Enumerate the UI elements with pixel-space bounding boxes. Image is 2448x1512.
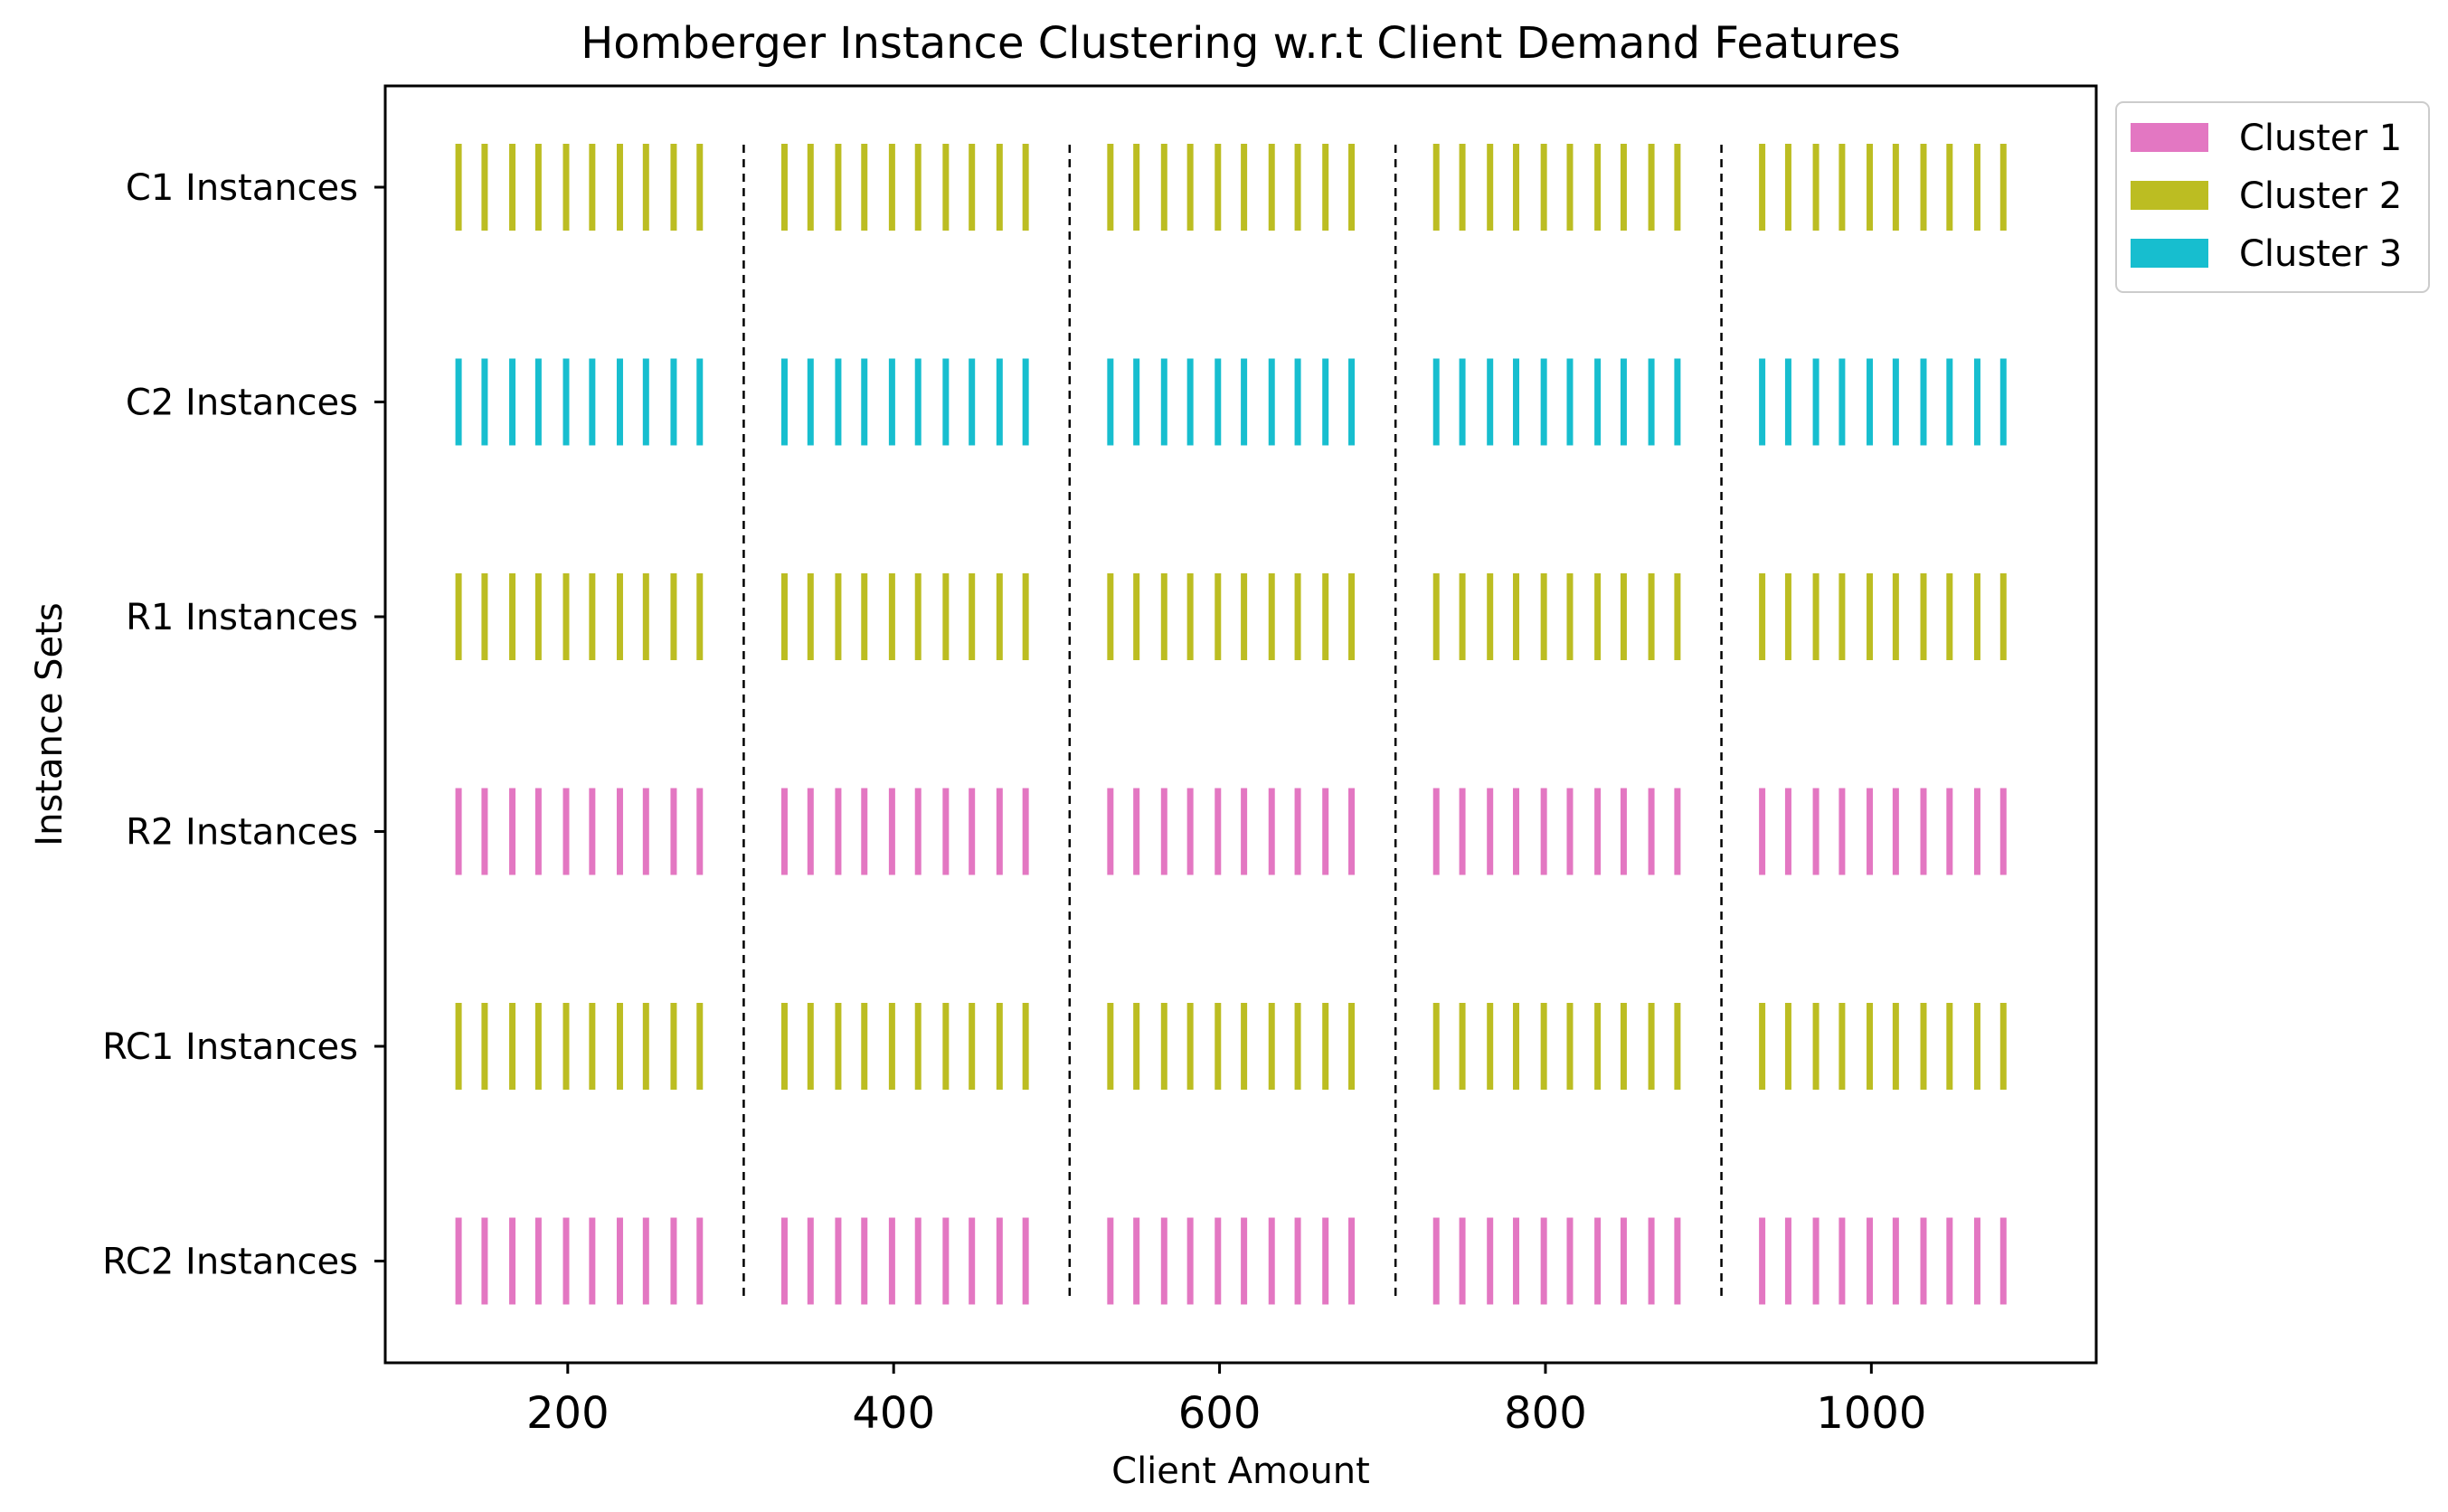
x-tick-label: 600 (1178, 1388, 1262, 1439)
legend-entry-label: Cluster 1 (2239, 118, 2402, 159)
x-tick-label: 800 (1504, 1388, 1587, 1439)
y-tick-label: C1 Instances (126, 167, 358, 209)
plot-area-frame (383, 84, 2098, 1365)
legend-swatch (2131, 239, 2208, 268)
chart-title: Homberger Instance Clustering w.r.t Clie… (581, 18, 1901, 69)
y-axis: C1 Instances C2 Instances R1 Instances R2 I… (102, 167, 385, 1283)
x-axis-label: Client Amount (1111, 1451, 1370, 1492)
y-axis-label: Instance Sets (29, 602, 71, 846)
legend-swatch (2131, 123, 2208, 152)
x-tick-label: 200 (526, 1388, 610, 1439)
y-tick-label: RC2 Instances (102, 1242, 358, 1283)
legend-swatch (2131, 181, 2208, 210)
legend-entry-label: Cluster 2 (2239, 175, 2402, 217)
x-tick-label: 1000 (1816, 1388, 1926, 1439)
x-tick-label: 400 (852, 1388, 935, 1439)
x-axis: 200 400 600 800 1000 (526, 1363, 1926, 1439)
y-tick-label: C2 Instances (126, 383, 358, 424)
plot-marks (455, 144, 2007, 1305)
y-tick-label: RC1 Instances (102, 1026, 358, 1068)
y-tick-label: R2 Instances (126, 812, 358, 854)
y-tick-label: R1 Instances (126, 597, 358, 638)
legend: Cluster 1 Cluster 2 Cluster 3 (2115, 101, 2430, 293)
legend-entry-label: Cluster 3 (2239, 233, 2402, 275)
